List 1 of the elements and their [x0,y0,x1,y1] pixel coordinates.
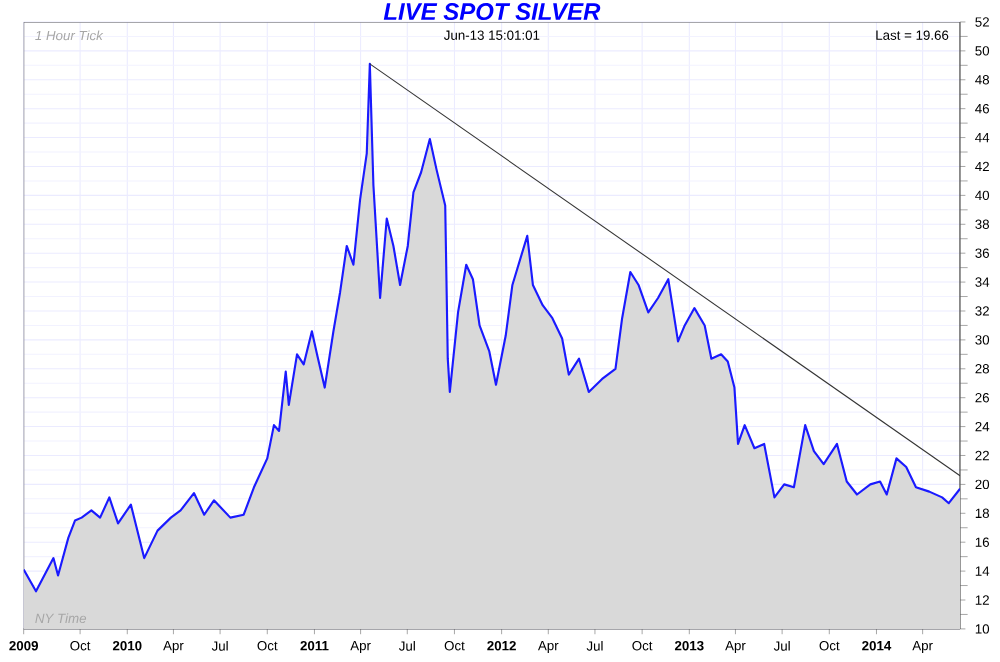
chart-title: LIVE SPOT SILVER [383,2,601,20]
